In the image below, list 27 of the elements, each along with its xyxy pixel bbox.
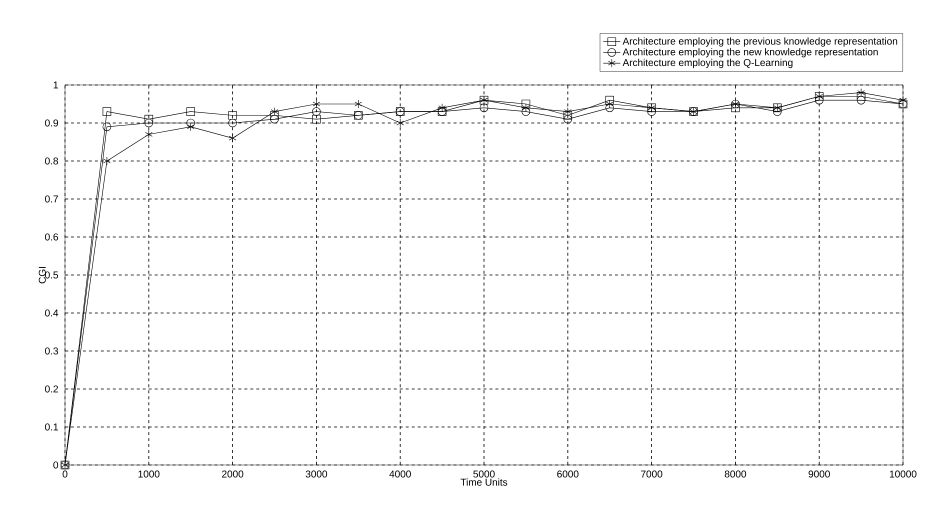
x-tick-label: 9000 bbox=[808, 470, 830, 478]
x-tick-label: 6000 bbox=[557, 470, 579, 478]
legend-label: Architecture employing the new knowledge representation bbox=[622, 48, 878, 58]
y-axis-title: CGI bbox=[38, 267, 46, 284]
y-tick-label: 0.4 bbox=[45, 309, 58, 317]
x-tick-label: 0 bbox=[62, 470, 68, 478]
x-tick-label: 8000 bbox=[724, 470, 746, 478]
y-tick-label: 0.8 bbox=[45, 157, 58, 165]
legend-label: Architecture employing the previous knowledge representation bbox=[622, 37, 898, 47]
y-tick-label: 1 bbox=[54, 82, 58, 88]
y-tick-label: 0.3 bbox=[45, 347, 58, 355]
x-tick-label: 4000 bbox=[389, 470, 411, 478]
y-tick-label: 0.7 bbox=[45, 195, 58, 203]
x-tick-label: 5000 bbox=[473, 470, 495, 478]
y-tick-label: 0.2 bbox=[45, 385, 58, 393]
y-tick-label: 0.9 bbox=[45, 119, 58, 127]
legend-label: Architecture employing the Q-Learning bbox=[622, 58, 792, 68]
y-tick-label: 0.1 bbox=[45, 423, 58, 431]
y-tick-label: 0 bbox=[53, 461, 58, 469]
y-tick-label: 0.6 bbox=[45, 233, 58, 241]
x-axis-title: Time Units bbox=[460, 478, 508, 486]
x-tick-label: 3000 bbox=[306, 470, 328, 478]
x-tick-label: 7000 bbox=[641, 470, 662, 478]
y-tick-label: 0.5 bbox=[45, 271, 58, 279]
x-tick-label: 1000 bbox=[138, 470, 160, 478]
x-tick-label: 2000 bbox=[222, 470, 244, 478]
x-tick-label: 10000 bbox=[890, 470, 916, 478]
